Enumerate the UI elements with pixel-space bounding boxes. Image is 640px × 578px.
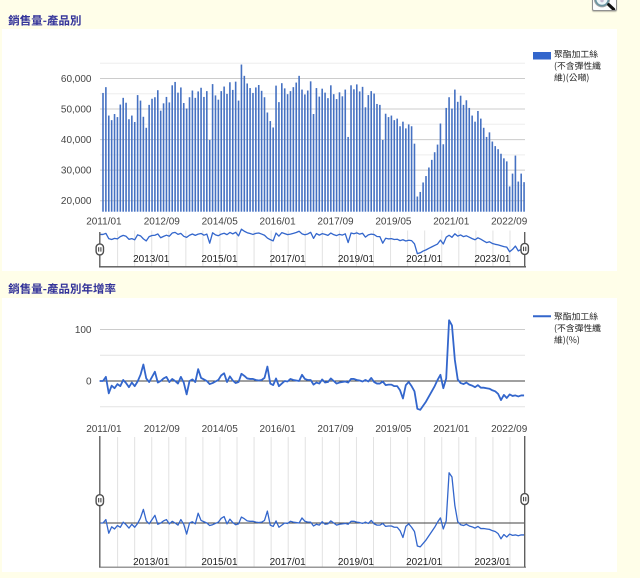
svg-text:2013/01: 2013/01 — [133, 557, 170, 568]
svg-text:2022/09: 2022/09 — [491, 424, 528, 435]
svg-text:0: 0 — [86, 377, 92, 388]
svg-text:2017/01: 2017/01 — [270, 557, 307, 568]
svg-text:2017/09: 2017/09 — [317, 424, 354, 435]
svg-text:2023/01: 2023/01 — [474, 557, 511, 568]
svg-text:2016/01: 2016/01 — [260, 424, 297, 435]
svg-text:2015/01: 2015/01 — [201, 557, 238, 568]
svg-text:2017/09: 2017/09 — [317, 217, 354, 228]
svg-text:50,000: 50,000 — [61, 105, 92, 116]
svg-text:2012/09: 2012/09 — [144, 217, 181, 228]
svg-text:2016/01: 2016/01 — [260, 217, 297, 228]
svg-text:2017/01: 2017/01 — [270, 254, 307, 265]
svg-text:40,000: 40,000 — [61, 135, 92, 146]
svg-text:2021/01: 2021/01 — [433, 424, 470, 435]
svg-text:2019/01: 2019/01 — [338, 557, 375, 568]
svg-text:2019/01: 2019/01 — [338, 254, 375, 265]
svg-text:2021/01: 2021/01 — [406, 557, 443, 568]
svg-text:2013/01: 2013/01 — [133, 254, 170, 265]
svg-text:20,000: 20,000 — [61, 196, 92, 207]
svg-text:2015/01: 2015/01 — [201, 254, 238, 265]
svg-text:2023/01: 2023/01 — [474, 254, 511, 265]
svg-text:2012/09: 2012/09 — [144, 424, 181, 435]
svg-text:60,000: 60,000 — [61, 74, 92, 85]
svg-text:2021/01: 2021/01 — [433, 217, 470, 228]
svg-text:2011/01: 2011/01 — [86, 217, 122, 228]
svg-text:2011/01: 2011/01 — [86, 424, 122, 435]
svg-text:2014/05: 2014/05 — [202, 424, 239, 435]
svg-text:100: 100 — [75, 325, 92, 336]
svg-text:2022/09: 2022/09 — [491, 217, 528, 228]
svg-text:2014/05: 2014/05 — [202, 217, 239, 228]
svg-text:2019/05: 2019/05 — [375, 424, 412, 435]
svg-text:30,000: 30,000 — [61, 166, 92, 177]
svg-text:2019/05: 2019/05 — [375, 217, 412, 228]
svg-text:2021/01: 2021/01 — [406, 254, 443, 265]
